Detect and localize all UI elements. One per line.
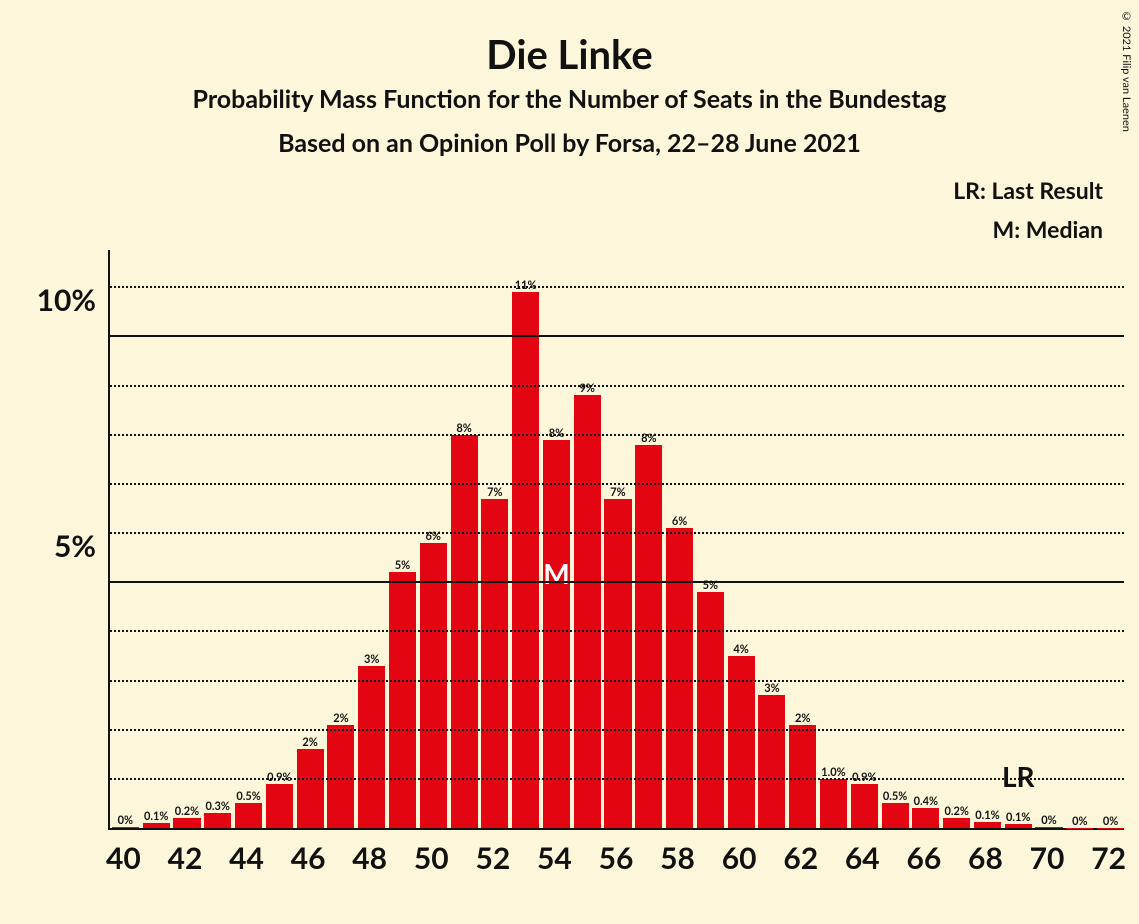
bar-value-label: 0.5% (236, 790, 260, 803)
bar: 2% (297, 749, 324, 828)
gridline (110, 680, 1124, 682)
bar: 0.2% (173, 818, 200, 828)
bar: 5% (697, 592, 724, 828)
bar-value-label: 6% (672, 515, 687, 528)
gridline (110, 630, 1124, 632)
median-marker: M (543, 556, 569, 590)
xtick-label: 68 (968, 840, 1003, 876)
xtick-label: 50 (414, 840, 449, 876)
bar: 3% (758, 695, 785, 828)
xtick-label: 42 (168, 840, 203, 876)
bar: 0% (112, 827, 139, 828)
bar: 1.0% (820, 779, 847, 828)
bar: 0.1% (974, 822, 1001, 828)
bar: 5% (389, 572, 416, 828)
gridline (110, 385, 1124, 387)
bar: 0% (1097, 828, 1124, 829)
bar-value-label: 7% (487, 486, 502, 499)
gridline (110, 483, 1124, 485)
bar-value-label: 0.1% (1006, 811, 1030, 824)
copyright-label: © 2021 Filip van Laenen (1120, 10, 1133, 132)
bar-value-label: 0.2% (944, 805, 968, 818)
bar: 0% (1066, 828, 1093, 829)
xtick-label: 44 (229, 840, 264, 876)
bar-value-label: 3% (364, 653, 379, 666)
xtick-label: 40 (106, 840, 141, 876)
gridline (110, 434, 1124, 436)
gridline (110, 286, 1124, 288)
xtick-label: 46 (291, 840, 326, 876)
bar-value-label: 0.1% (144, 810, 168, 823)
xtick-label: 52 (475, 840, 510, 876)
xtick-label: 60 (722, 840, 757, 876)
bar: 0.1% (143, 823, 170, 828)
bar-value-label: 5% (395, 559, 410, 572)
bar-value-label: 0% (1103, 815, 1118, 828)
chart-area: 0%0.1%0.2%0.3%0.5%0.9%2%2%3%5%6%8%7%11%8… (108, 250, 1124, 830)
bar: 2% (789, 725, 816, 828)
gridline (110, 532, 1124, 534)
bar-value-label: 2% (795, 712, 810, 725)
bar-value-label: 0.3% (206, 800, 230, 813)
legend: LR: Last Result M: Median (953, 176, 1103, 243)
bar-value-label: 7% (610, 486, 625, 499)
bar-value-label: 0.5% (883, 790, 907, 803)
bar-value-label: 2% (333, 712, 348, 725)
bar-value-label: 0.1% (975, 809, 999, 822)
bar: 4% (728, 656, 755, 828)
bar: 9% (574, 395, 601, 828)
xtick-label: 62 (783, 840, 818, 876)
ytick-label: 5% (54, 528, 110, 564)
subtitle-2: Based on an Opinion Poll by Forsa, 22–28… (0, 128, 1139, 158)
bar-value-label: 0.4% (914, 795, 938, 808)
bar: 0.1% (1005, 824, 1032, 828)
bar-value-label: 0% (1072, 815, 1087, 828)
bar: 6% (420, 543, 447, 828)
bar-value-label: 4% (733, 643, 748, 656)
bar-value-label: 0% (1041, 814, 1056, 827)
bar-value-label: 0% (118, 814, 133, 827)
bar-value-label: 3% (764, 682, 779, 695)
legend-m: M: Median (953, 215, 1103, 243)
bar: 0% (1035, 827, 1062, 828)
chart-plot: 0%0.1%0.2%0.3%0.5%0.9%2%2%3%5%6%8%7%11%8… (108, 250, 1124, 830)
bar: 0.2% (943, 818, 970, 828)
legend-lr: LR: Last Result (953, 176, 1103, 204)
subtitle-1: Probability Mass Function for the Number… (0, 84, 1139, 114)
bar: 0.5% (235, 803, 262, 828)
gridline (110, 335, 1124, 337)
bar: 0.5% (882, 803, 909, 828)
page-title: Die Linke (0, 30, 1139, 78)
bar: 0.9% (851, 784, 878, 828)
xtick-label: 54 (537, 840, 572, 876)
bar: 8% (635, 445, 662, 828)
bar: 6% (666, 528, 693, 828)
bar: 0.9% (266, 784, 293, 828)
bar-value-label: 2% (302, 736, 317, 749)
ytick-label: 10% (37, 282, 110, 318)
xtick-label: 48 (352, 840, 387, 876)
bar: 0.4% (912, 808, 939, 828)
xtick-label: 66 (906, 840, 941, 876)
xtick-label: 64 (845, 840, 880, 876)
bar: 2% (327, 725, 354, 828)
lr-marker: LR (1002, 759, 1035, 793)
gridline (110, 778, 1124, 780)
gridline (110, 581, 1124, 583)
bar: 3% (358, 666, 385, 828)
bar: 0.3% (204, 813, 231, 828)
gridline (110, 729, 1124, 731)
xtick-label: 72 (1091, 840, 1126, 876)
xtick-label: 70 (1030, 840, 1065, 876)
bar: 11% (512, 292, 539, 828)
xtick-label: 56 (599, 840, 634, 876)
xtick-label: 58 (660, 840, 695, 876)
bar-value-label: 0.2% (175, 805, 199, 818)
bar: 8% (543, 440, 570, 828)
